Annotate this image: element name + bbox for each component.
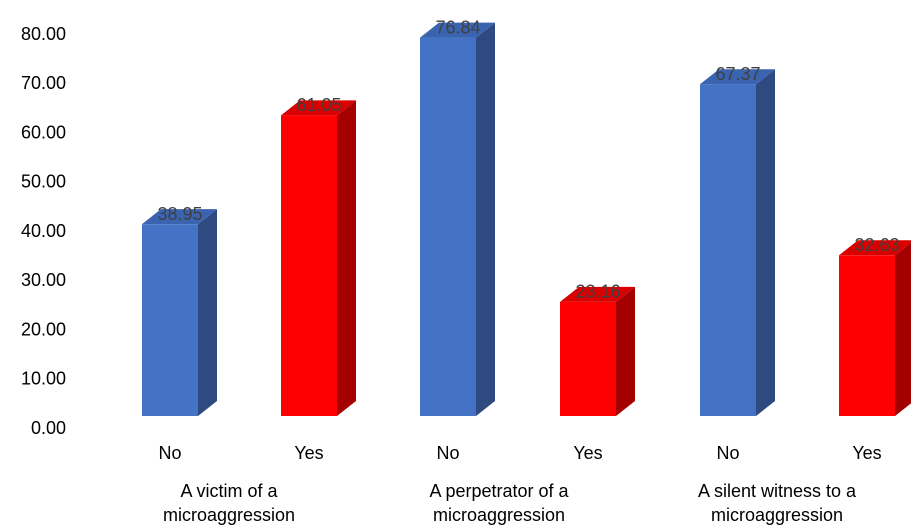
x-category-label: Yes — [852, 443, 881, 463]
y-tick-label: 20.00 — [21, 319, 66, 339]
bar-1-no — [142, 209, 217, 416]
x-category-label: No — [436, 443, 459, 463]
y-tick-label: 0.00 — [31, 418, 66, 438]
bar-top-face — [560, 286, 635, 302]
bar-side-face — [756, 69, 775, 416]
bar-side-face — [616, 286, 635, 416]
bar-side-face — [895, 242, 911, 416]
data-label: 38.95 — [157, 204, 202, 224]
bar-side-face — [337, 100, 356, 417]
x-category-label: No — [716, 443, 739, 463]
bar-top-face — [700, 69, 775, 85]
x-category-label: Yes — [294, 443, 323, 463]
bar-front-face — [142, 224, 198, 416]
x-category-label: No — [158, 443, 181, 463]
y-tick-label: 40.00 — [21, 221, 66, 241]
bar-top-face — [142, 209, 217, 225]
bar-front-face — [839, 255, 895, 416]
bar-3-no — [420, 22, 495, 417]
bar-side-face — [476, 22, 495, 417]
group-label-line: A perpetrator of a — [429, 481, 569, 501]
bar-front-face — [700, 84, 756, 416]
y-tick-label: 80.00 — [21, 24, 66, 44]
bar-top-face — [420, 22, 495, 38]
bar-front-face — [420, 37, 476, 417]
y-tick-label: 30.00 — [21, 270, 66, 290]
data-label: 67.37 — [715, 64, 760, 84]
bars — [142, 22, 911, 417]
bar-2-yes — [281, 100, 356, 417]
data-label: 23.16 — [575, 282, 620, 302]
group-label-line: A victim of a — [180, 481, 278, 501]
y-axis: 0.00 10.00 20.00 30.00 40.00 50.00 60.00 70.00 8… — [21, 24, 66, 438]
bar-side-face — [198, 209, 217, 416]
bar-top-face — [839, 240, 911, 256]
data-label: 61.05 — [296, 95, 341, 115]
y-tick-label: 50.00 — [21, 172, 66, 192]
group-label-line: microaggression — [711, 505, 843, 525]
bar-6-yes — [839, 240, 911, 416]
bar-front-face — [560, 301, 616, 416]
bar-front-face — [281, 115, 337, 417]
data-labels: 38.95 61.05 76.84 23.16 67.37 32.63 — [157, 17, 899, 301]
y-tick-label: 60.00 — [21, 122, 66, 142]
group-label-line: A silent witness to a — [698, 481, 857, 501]
y-tick-label: 10.00 — [21, 369, 66, 389]
group-label-line: microaggression — [433, 505, 565, 525]
x-axis: No Yes No Yes No Yes A victim of a microaggress… — [158, 443, 881, 525]
data-label: 32.63 — [854, 235, 899, 255]
bar-top-face — [281, 100, 356, 116]
bar-4-yes — [560, 286, 635, 416]
data-label: 76.84 — [435, 17, 480, 37]
y-tick-label: 70.00 — [21, 73, 66, 93]
x-category-label: Yes — [573, 443, 602, 463]
group-label-line: microaggression — [163, 505, 295, 525]
bar-5-no — [700, 69, 775, 416]
